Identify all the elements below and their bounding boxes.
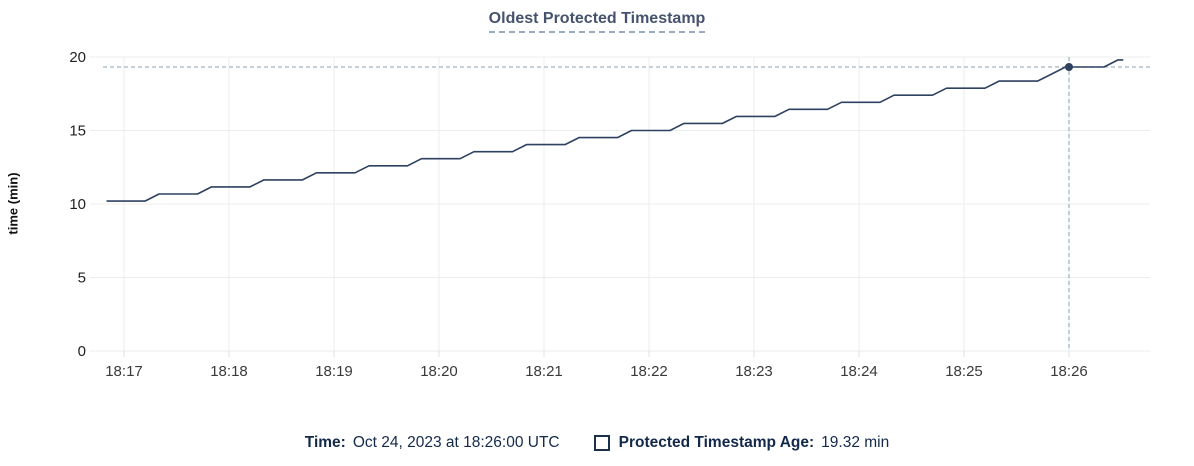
x-tick-label: 18:21 xyxy=(525,363,563,380)
x-tick-label: 18:25 xyxy=(945,363,983,380)
chart-title: Oldest Protected Timestamp xyxy=(0,10,1194,33)
x-tick-label: 18:17 xyxy=(105,363,143,380)
y-tick-label: 0 xyxy=(78,343,86,360)
chart-legend: Time: Oct 24, 2023 at 18:26:00 UTC Prote… xyxy=(0,434,1194,452)
legend-time-group: Time: Oct 24, 2023 at 18:26:00 UTC xyxy=(305,434,560,452)
x-tick-label: 18:20 xyxy=(420,363,458,380)
time-value: Oct 24, 2023 at 18:26:00 UTC xyxy=(352,434,560,451)
series-value: 19.32 min xyxy=(821,434,890,451)
y-tick-label: 10 xyxy=(69,196,86,213)
checkbox-outline-icon[interactable] xyxy=(593,435,610,451)
series-line xyxy=(106,59,1124,202)
data-point-dot xyxy=(1065,62,1073,71)
x-tick-label: 18:23 xyxy=(735,363,773,380)
x-tick-label: 18:19 xyxy=(315,363,353,380)
time-label: Time: xyxy=(304,434,346,451)
legend-series-group: Protected Timestamp Age: 19.32 min xyxy=(593,434,890,452)
y-tick-label: 15 xyxy=(69,123,86,140)
x-tick-label: 18:22 xyxy=(630,363,668,380)
series-label: Protected Timestamp Age: xyxy=(618,434,815,451)
y-tick-label: 20 xyxy=(69,49,86,66)
x-tick-label: 18:24 xyxy=(840,363,878,380)
x-tick-label: 18:18 xyxy=(210,363,248,380)
chart-title-text[interactable]: Oldest Protected Timestamp xyxy=(488,10,706,33)
x-tick-label: 18:26 xyxy=(1050,363,1088,380)
y-tick-label: 5 xyxy=(78,270,86,287)
line-chart-canvas[interactable]: 0 5 10 15 20 18:17 18:18 18:19 18:20 18:21 18:22 18… xyxy=(0,0,1194,410)
